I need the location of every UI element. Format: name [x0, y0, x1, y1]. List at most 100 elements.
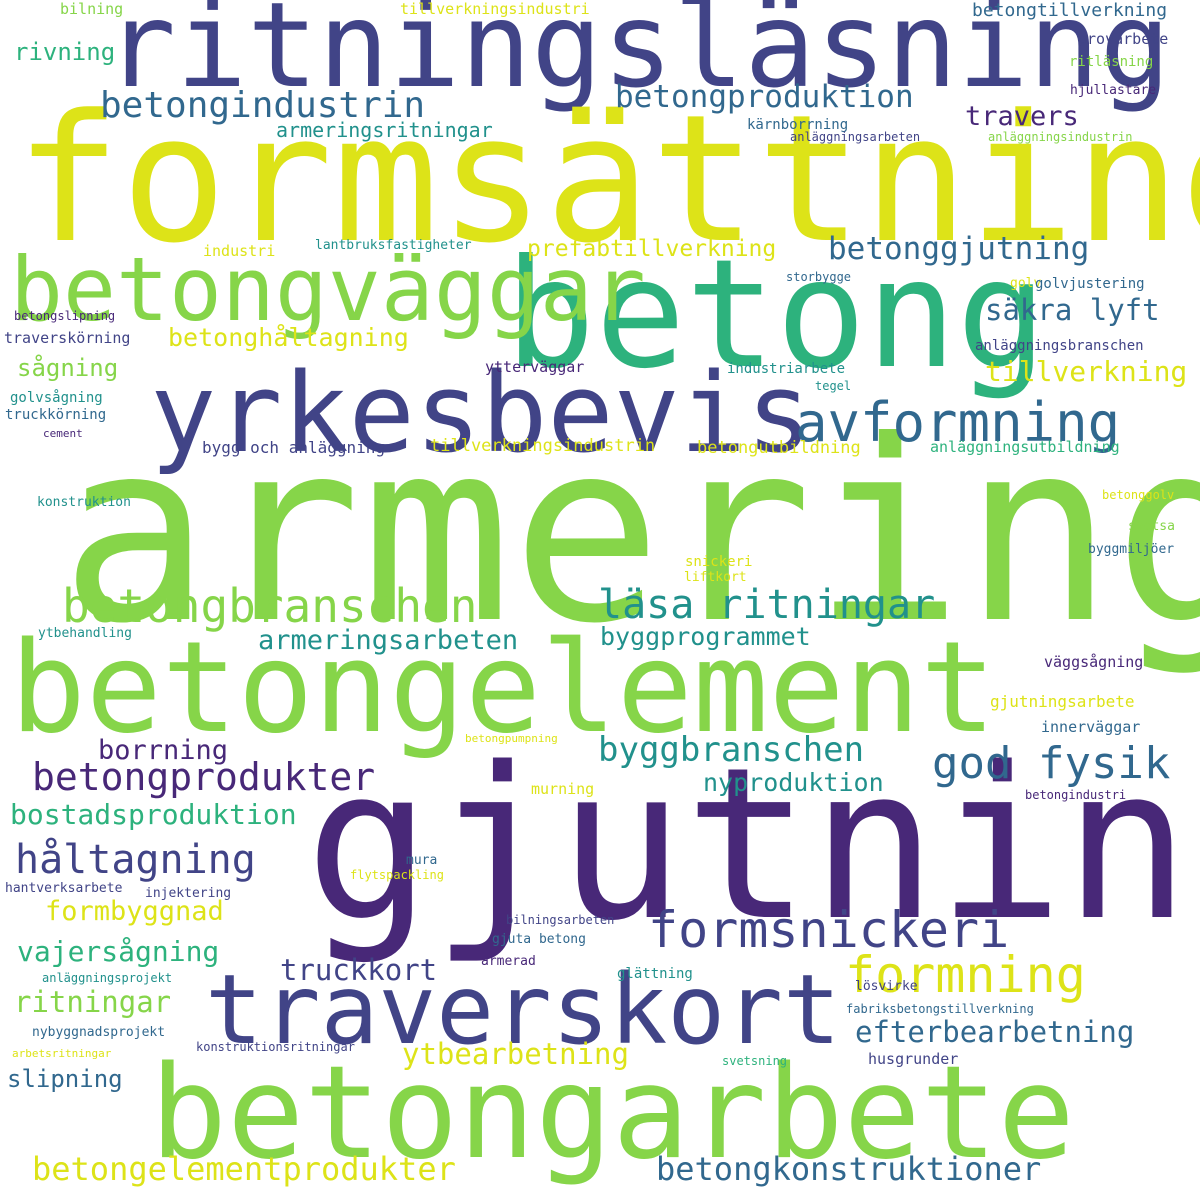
word: betongkonstruktioner [656, 1150, 1042, 1188]
word: golvjustering [1035, 276, 1145, 292]
word: arbetsritningar [12, 1047, 112, 1060]
word: byggmiljöer [1088, 542, 1175, 557]
word: husgrunder [868, 1050, 959, 1068]
word: läsa ritningar [598, 582, 936, 628]
word: betongtillverkning [972, 0, 1168, 21]
word: rivning [14, 38, 116, 66]
word: armeringsritningar [276, 118, 493, 142]
word: betonggjutning [828, 231, 1090, 267]
word: nyproduktion [703, 768, 884, 797]
word: borrning [98, 735, 229, 766]
word: cement [43, 427, 83, 440]
word: konstruktion [37, 495, 131, 510]
word: yrkesbevis [150, 349, 813, 477]
word: gjutning [305, 722, 1200, 967]
word: anläggningsutbildning [930, 438, 1120, 456]
word: betongväggar [10, 238, 646, 341]
word: anläggningsarbeten [790, 130, 921, 144]
word: ytbearbetning [402, 1037, 629, 1071]
word: prefabtillverkning [527, 236, 777, 262]
word: armering [60, 387, 1200, 678]
word: armerad [481, 954, 536, 969]
word: betong [505, 228, 1047, 402]
word: betongutbildning [697, 438, 861, 458]
word: avformning [795, 391, 1121, 454]
word: ytterväggar [485, 358, 585, 376]
word: travers [965, 101, 1079, 132]
word: tillverkningsindustri [400, 0, 590, 18]
word: formbyggnad [45, 896, 224, 927]
word: innerväggar [1041, 718, 1141, 736]
word: formning [845, 946, 1086, 1004]
word: murning [531, 780, 595, 798]
word: storbygge [786, 270, 852, 284]
word: anläggningsprojekt [42, 971, 173, 985]
word: betongindustrin [100, 85, 426, 126]
word: grovarbete [1078, 30, 1169, 48]
word: håltagning [15, 837, 256, 883]
word: betongelement [10, 614, 997, 761]
word: svetsa [1128, 519, 1175, 534]
word: injektering [145, 886, 232, 901]
word: formsnickeri [648, 901, 1010, 959]
word: efterbearbetning [855, 1015, 1135, 1049]
word: betongbranschen [62, 579, 478, 633]
word: golvsågning [10, 390, 103, 406]
word: tegel [815, 379, 852, 393]
word: väggsågning [1044, 653, 1144, 671]
word: säkra lyft [985, 293, 1160, 327]
word: gjuta betong [492, 932, 586, 947]
word: byggprogrammet [600, 622, 811, 651]
word: flytspackling [350, 868, 444, 882]
word: betonggolv [1102, 488, 1175, 502]
word: ritningsläsning [105, 0, 1171, 114]
word: mura [406, 853, 438, 868]
word: anläggningsbranschen [975, 338, 1144, 354]
word: liftkort [684, 570, 747, 585]
word: formsättning [15, 77, 1200, 282]
word: tillverkning [985, 355, 1188, 388]
word: betongproduktion [615, 79, 914, 115]
word: traverskörning [4, 329, 131, 347]
word: ritningar [14, 985, 172, 1019]
word: bilning [60, 0, 124, 18]
word: betonghåltagning [168, 323, 409, 352]
word: lösvirke [855, 979, 918, 994]
word: truckkort [280, 953, 438, 987]
word: traverskort [205, 954, 841, 1066]
word: god fysik [932, 738, 1171, 789]
word: lantbruksfastigheter [315, 238, 472, 253]
word: snickeri [685, 554, 753, 570]
word: ritläsning [1069, 54, 1154, 70]
word: betongindustri [1025, 788, 1127, 802]
word: truckkörning [5, 407, 107, 423]
word: industri [203, 242, 276, 260]
word: tillverkningsindustrin [430, 436, 656, 456]
word: hantverksarbete [5, 881, 123, 896]
word: glättning [617, 966, 693, 982]
word: vajersågning [17, 935, 220, 968]
word: betongpumpning [465, 732, 558, 745]
word: betongprodukter [32, 755, 376, 799]
word: bostadsproduktion [10, 798, 297, 831]
word: betongarbete [150, 1039, 1075, 1188]
word: betongslipning [14, 309, 116, 323]
word: gjutningsarbete [990, 692, 1135, 711]
word: svetsning [722, 1054, 788, 1068]
word: kärnborrning [747, 117, 849, 133]
word: bilningsarbeten [506, 913, 615, 927]
word: slipning [7, 1065, 123, 1093]
word: nybyggnadsprojekt [32, 1025, 166, 1040]
word: golv [1010, 276, 1042, 291]
word: fabriksbetongstillverkning [846, 1002, 1034, 1016]
word: bygg och anläggning [202, 438, 386, 457]
word: byggbranschen [598, 730, 865, 770]
word: ytbehandling [38, 626, 132, 641]
word: hjullastare [1070, 83, 1157, 98]
word: armeringsarbeten [258, 625, 519, 656]
word: anläggningsindustrin [988, 130, 1133, 144]
word: sågning [17, 354, 119, 382]
word: konstruktionsritningar [196, 1040, 355, 1054]
word: betongelementprodukter [32, 1150, 456, 1188]
